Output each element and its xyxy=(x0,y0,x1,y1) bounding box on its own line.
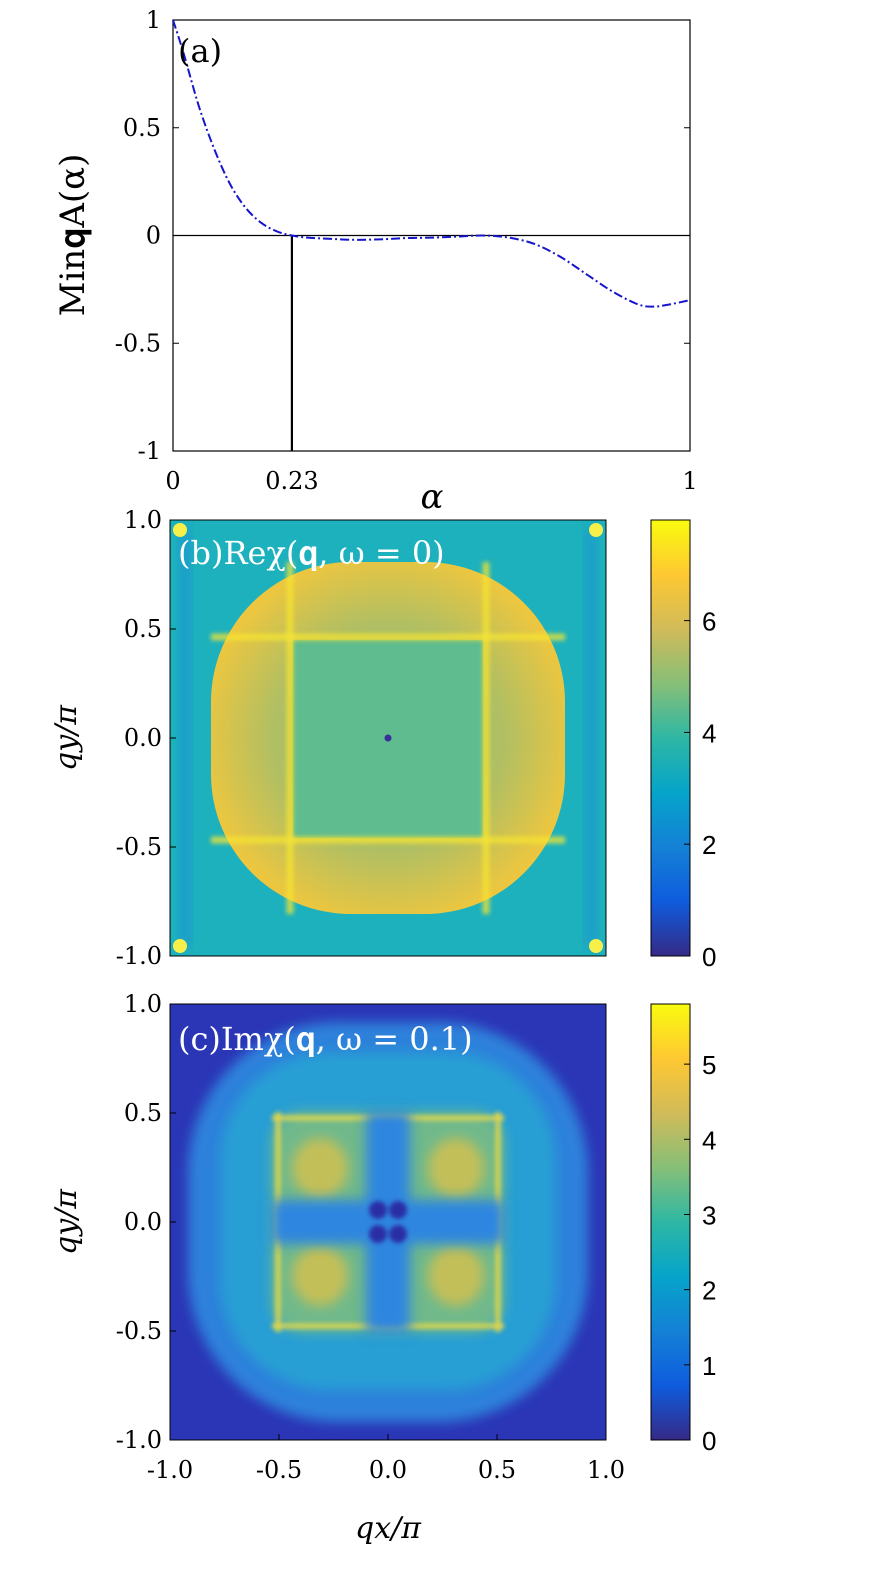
colorbar-ticks xyxy=(684,620,690,957)
x-axis-label: α xyxy=(421,477,444,517)
x-axis-label: qx/π xyxy=(355,1511,422,1546)
colorbar-tick-labels: 5 4 3 2 1 0 xyxy=(702,1050,716,1456)
y-tick-labels: 1.0 0.5 0.0 -0.5 -1.0 xyxy=(116,990,162,1454)
x-tick-label: -1.0 xyxy=(147,1456,193,1484)
y-tick-label: -1 xyxy=(138,437,161,465)
y-tick-labels: 1 0.5 0 -0.5 -1 xyxy=(115,6,161,465)
x-tick-label: 0.23 xyxy=(265,467,318,495)
colorbar-tick-labels: 6 4 2 0 xyxy=(702,607,716,972)
y-tick-label: 0.5 xyxy=(124,1099,162,1127)
center-point xyxy=(384,734,392,742)
colorbar-tick-label: 0 xyxy=(702,942,716,972)
series-line xyxy=(172,19,691,308)
center-cross xyxy=(272,1112,504,1332)
x-tick-label: 0.0 xyxy=(369,1456,407,1484)
y-axis-label: qy/π xyxy=(49,1188,84,1255)
colorbar-tick-label: 2 xyxy=(702,830,716,860)
lobes xyxy=(292,1138,484,1306)
edge-band-left xyxy=(178,528,192,948)
panel-title: (b)Reχ(𝐪, ω = 0) xyxy=(178,534,445,572)
y-tick-labels: 1.0 0.5 0.0 -0.5 -1.0 xyxy=(116,506,162,970)
x-tick-label: 1 xyxy=(682,467,697,495)
colorbar-ticks xyxy=(684,1063,690,1441)
y-tick-label: 1.0 xyxy=(124,990,162,1018)
heatmap xyxy=(170,520,606,956)
panel-a: 1 0.5 0 -0.5 -1 0 0.23 1 (a) α Min𝐪A(α) xyxy=(53,6,698,517)
heatmap xyxy=(170,1004,606,1440)
ridge-lines xyxy=(211,562,565,914)
y-tick-label: -1.0 xyxy=(116,1426,162,1454)
y-tick-label: -0.5 xyxy=(116,833,162,861)
y-tick-label: 0.0 xyxy=(124,724,162,752)
panel-label: (a) xyxy=(178,32,222,70)
panel-title: (c)Imχ(𝐪, ω = 0.1) xyxy=(178,1020,473,1058)
y-tick-label: 0.5 xyxy=(124,615,162,643)
colorbar xyxy=(650,519,691,957)
colorbar-tick-label: 5 xyxy=(702,1050,716,1080)
y-tick-marks xyxy=(170,519,176,957)
tick-marks xyxy=(169,1003,607,1441)
x-tick-label: 1.0 xyxy=(587,1456,625,1484)
y-tick-label: 1 xyxy=(146,6,161,34)
colorbar-tick-label: 1 xyxy=(702,1351,716,1381)
colorbar xyxy=(650,1003,691,1441)
colorbar-tick-label: 0 xyxy=(702,1426,716,1456)
colorbar-tick-label: 4 xyxy=(702,1125,716,1155)
y-axis-label: Min𝐪A(α) xyxy=(53,154,93,317)
y-tick-label: 1.0 xyxy=(124,506,162,534)
corner-hotspots xyxy=(173,523,603,953)
x-tick-label: 0.5 xyxy=(478,1456,516,1484)
colorbar-tick-label: 2 xyxy=(702,1276,716,1306)
y-tick-label: 0.5 xyxy=(123,114,161,142)
x-tick-labels: -1.0 -0.5 0.0 0.5 1.0 xyxy=(147,1456,625,1484)
x-tick-labels: 0 0.23 1 xyxy=(165,467,697,495)
y-tick-label: 0.0 xyxy=(124,1208,162,1236)
x-tick-label: -0.5 xyxy=(256,1456,302,1484)
y-axis-label: qy/π xyxy=(49,704,84,771)
center-dip xyxy=(369,1201,407,1243)
y-tick-label: -0.5 xyxy=(115,329,161,357)
colorbar-tick-label: 3 xyxy=(702,1200,716,1230)
y-tick-label: -0.5 xyxy=(116,1317,162,1345)
y-tick-label: -1.0 xyxy=(116,942,162,970)
edge-band-right xyxy=(584,528,598,948)
colorbar-tick-label: 4 xyxy=(702,718,716,748)
colorbar-tick-label: 6 xyxy=(702,607,716,637)
x-tick-label: 0 xyxy=(165,467,180,495)
y-tick-label: 0 xyxy=(146,222,161,250)
